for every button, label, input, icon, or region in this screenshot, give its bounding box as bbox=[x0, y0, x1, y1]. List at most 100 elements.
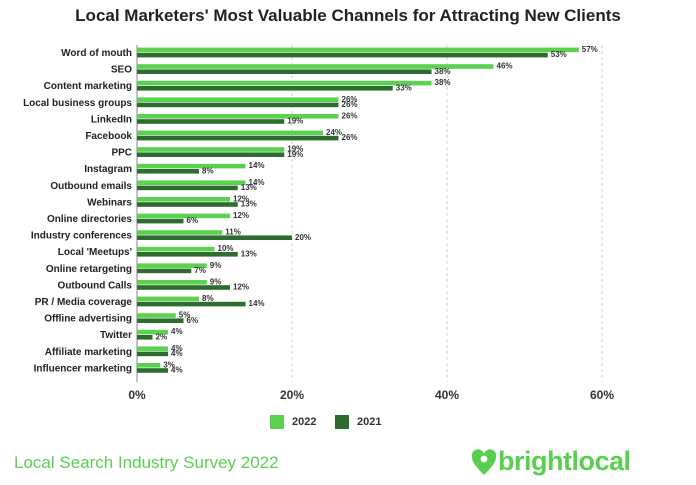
bar-2022 bbox=[137, 246, 215, 252]
category-label: Affiliate marketing bbox=[45, 347, 132, 358]
data-label-2021: 8% bbox=[202, 166, 214, 175]
bar-2022 bbox=[137, 329, 168, 335]
legend-swatch-2022 bbox=[270, 415, 284, 429]
bar-2021 bbox=[137, 169, 199, 174]
data-label-2021: 12% bbox=[233, 283, 249, 292]
data-label-2021: 14% bbox=[249, 299, 265, 308]
data-label-2022: 5% bbox=[179, 311, 191, 320]
bar-2022 bbox=[137, 363, 161, 368]
data-label-2021: 26% bbox=[342, 133, 358, 142]
legend: 2022 2021 bbox=[0, 415, 696, 433]
category-label: Outbound emails bbox=[50, 181, 132, 192]
bar-2021 bbox=[137, 119, 285, 124]
category-label: Webinars bbox=[87, 197, 132, 208]
data-label-2021: 4% bbox=[171, 366, 183, 375]
data-label-2021: 19% bbox=[287, 150, 303, 159]
brand-name: brightlocal bbox=[498, 446, 631, 476]
bar-2021 bbox=[137, 69, 432, 74]
category-label: Outbound Calls bbox=[58, 280, 133, 291]
category-label: SEO bbox=[111, 65, 132, 76]
bar-2022 bbox=[137, 180, 246, 185]
legend-item-2022: 2022 bbox=[270, 415, 316, 429]
x-tick-label: 0% bbox=[128, 388, 146, 402]
data-label-2022: 38% bbox=[435, 78, 451, 87]
data-label-2022: 12% bbox=[233, 194, 249, 203]
data-label-2021: 20% bbox=[295, 233, 311, 242]
bar-2022 bbox=[137, 97, 339, 102]
category-label: Twitter bbox=[100, 330, 132, 341]
category-label: Offline advertising bbox=[44, 314, 132, 325]
bar-2022 bbox=[137, 64, 494, 69]
category-label: Local 'Meetups' bbox=[58, 247, 132, 258]
chart-title: Local Marketers' Most Valuable Channels … bbox=[75, 6, 621, 25]
category-label: LinkedIn bbox=[91, 114, 132, 125]
bar-2022 bbox=[137, 230, 223, 235]
x-tick-label: 40% bbox=[435, 388, 459, 402]
legend-swatch-2021 bbox=[335, 415, 349, 429]
bar-2021 bbox=[137, 235, 292, 240]
data-label-2022: 4% bbox=[171, 344, 183, 353]
data-label-2022: 46% bbox=[497, 62, 513, 71]
data-label-2021: 19% bbox=[287, 117, 303, 126]
data-label-2021: 7% bbox=[194, 266, 206, 275]
data-label-2022: 26% bbox=[342, 95, 358, 104]
bar-2022 bbox=[137, 313, 176, 318]
bar-2022 bbox=[137, 280, 207, 285]
x-tick-label: 60% bbox=[590, 388, 614, 402]
bar-2021 bbox=[137, 268, 192, 274]
data-label-2021: 33% bbox=[396, 83, 412, 92]
bar-2021 bbox=[137, 135, 339, 141]
category-label: PR / Media coverage bbox=[35, 297, 133, 308]
bar-2021 bbox=[137, 285, 230, 290]
bar-2021 bbox=[137, 351, 168, 357]
bar-2022 bbox=[137, 47, 579, 53]
data-label-2022: 14% bbox=[249, 178, 265, 187]
bar-2022 bbox=[137, 197, 230, 202]
data-label-2021: 53% bbox=[551, 50, 567, 59]
data-label-2022: 12% bbox=[233, 211, 249, 220]
data-label-2022: 24% bbox=[326, 128, 342, 137]
data-label-2022: 11% bbox=[225, 228, 241, 237]
bar-2022 bbox=[137, 346, 168, 351]
data-label-2022: 57% bbox=[582, 45, 598, 54]
category-label: PPC bbox=[111, 148, 132, 159]
bar-2021 bbox=[137, 252, 238, 257]
bar-2021 bbox=[137, 52, 548, 58]
data-label-2021: 6% bbox=[187, 216, 199, 225]
bar-2022 bbox=[137, 130, 323, 136]
bar-2021 bbox=[137, 102, 339, 108]
category-label: Industry conferences bbox=[31, 231, 133, 242]
x-tick-label: 20% bbox=[280, 388, 304, 402]
category-label: Local business groups bbox=[23, 98, 132, 109]
location-heart-icon bbox=[471, 448, 497, 475]
bar-2021 bbox=[137, 318, 184, 323]
data-label-2022: 14% bbox=[249, 161, 265, 170]
data-label-2021: 13% bbox=[241, 200, 257, 209]
bar-2022 bbox=[137, 80, 432, 86]
data-label-2021: 6% bbox=[187, 316, 199, 325]
bar-2021 bbox=[137, 335, 153, 340]
legend-item-2021: 2021 bbox=[335, 415, 381, 429]
data-label-2021: 13% bbox=[241, 183, 257, 192]
category-label: Word of mouth bbox=[61, 48, 132, 59]
bar-2021 bbox=[137, 202, 238, 207]
category-label: Online retargeting bbox=[46, 264, 132, 275]
bar-2022 bbox=[137, 263, 207, 268]
bar-2022 bbox=[137, 147, 285, 152]
bar-2021 bbox=[137, 301, 246, 307]
bar-2021 bbox=[137, 185, 238, 191]
bar-2021 bbox=[137, 218, 184, 224]
data-label-2021: 26% bbox=[342, 100, 358, 109]
data-label-2022: 26% bbox=[342, 111, 358, 120]
data-label-2022: 8% bbox=[202, 294, 214, 303]
data-label-2022: 3% bbox=[163, 360, 175, 369]
data-label-2021: 38% bbox=[435, 67, 451, 76]
bar-2022 bbox=[137, 213, 230, 219]
legend-label-2021: 2021 bbox=[357, 416, 382, 428]
data-label-2021: 4% bbox=[171, 349, 183, 358]
data-label-2022: 9% bbox=[210, 277, 222, 286]
survey-footer: Local Search Industry Survey 2022 bbox=[14, 453, 279, 472]
legend-label-2022: 2022 bbox=[292, 416, 317, 428]
category-label: Content marketing bbox=[44, 81, 132, 92]
